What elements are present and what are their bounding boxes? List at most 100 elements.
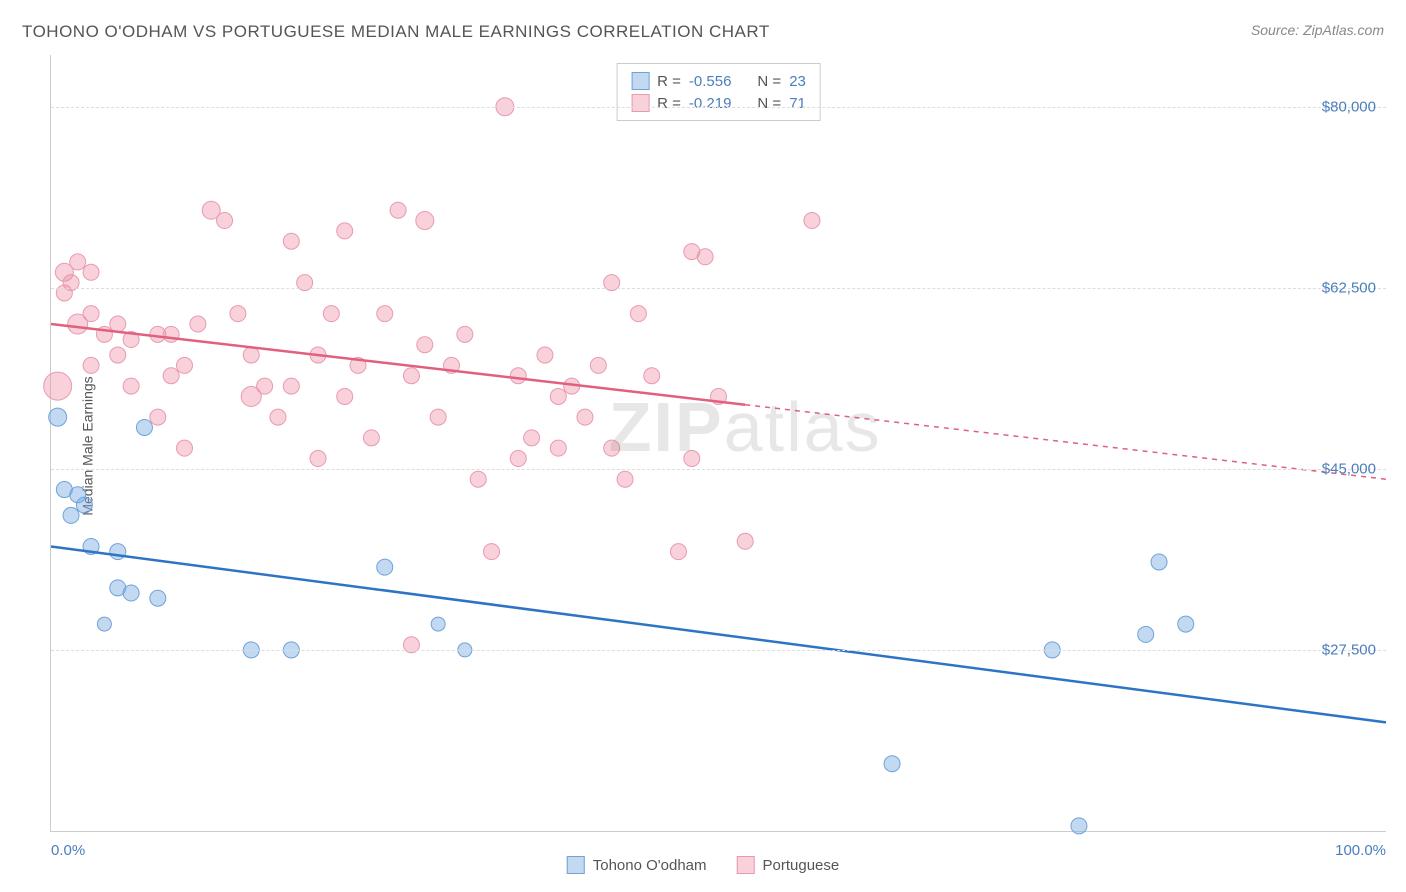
r-label-2: R = — [657, 95, 681, 112]
plot-svg — [51, 55, 1386, 831]
data-point — [1071, 818, 1087, 834]
data-point — [590, 357, 606, 373]
swatch-series2 — [631, 94, 649, 112]
legend-swatch-series1 — [567, 856, 585, 874]
chart-title: TOHONO O'ODHAM VS PORTUGUESE MEDIAN MALE… — [22, 22, 770, 42]
data-point — [470, 471, 486, 487]
data-point — [431, 617, 445, 631]
data-point — [550, 388, 566, 404]
data-point — [323, 306, 339, 322]
data-point — [110, 347, 126, 363]
data-point — [83, 306, 99, 322]
n-value-2: 71 — [789, 95, 806, 112]
gridline — [51, 469, 1386, 470]
data-point — [190, 316, 206, 332]
data-point — [697, 249, 713, 265]
data-point — [417, 337, 433, 353]
chart-container: TOHONO O'ODHAM VS PORTUGUESE MEDIAN MALE… — [0, 0, 1406, 892]
x-tick-label-min: 0.0% — [51, 842, 85, 859]
data-point — [550, 440, 566, 456]
data-point — [630, 306, 646, 322]
data-point — [123, 585, 139, 601]
data-point — [524, 430, 540, 446]
x-tick-label-max: 100.0% — [1335, 842, 1386, 859]
data-point — [123, 378, 139, 394]
data-point — [283, 233, 299, 249]
data-point — [70, 254, 86, 270]
source-label: Source: ZipAtlas.com — [1251, 22, 1384, 38]
data-point — [577, 409, 593, 425]
data-point — [737, 533, 753, 549]
data-point — [1151, 554, 1167, 570]
data-point — [337, 388, 353, 404]
data-point — [76, 497, 92, 513]
stats-row-series1: R = -0.556 N = 23 — [631, 70, 806, 92]
y-tick-label: $45,000 — [1322, 460, 1376, 477]
data-point — [44, 372, 72, 400]
data-point — [430, 409, 446, 425]
data-point — [150, 590, 166, 606]
bottom-legend: Tohono O'odham Portuguese — [567, 856, 840, 874]
data-point — [416, 212, 434, 230]
data-point — [363, 430, 379, 446]
data-point — [390, 202, 406, 218]
data-point — [617, 471, 633, 487]
n-label-2: N = — [757, 95, 781, 112]
data-point — [377, 559, 393, 575]
legend-item-series1: Tohono O'odham — [567, 856, 707, 874]
data-point — [804, 213, 820, 229]
data-point — [177, 440, 193, 456]
data-point — [136, 419, 152, 435]
gridline — [51, 288, 1386, 289]
data-point — [337, 223, 353, 239]
legend-swatch-series2 — [737, 856, 755, 874]
data-point — [270, 409, 286, 425]
data-point — [403, 368, 419, 384]
data-point — [217, 213, 233, 229]
data-point — [63, 507, 79, 523]
data-point — [49, 408, 67, 426]
data-point — [510, 451, 526, 467]
n-value-1: 23 — [789, 73, 806, 90]
data-point — [457, 326, 473, 342]
data-point — [83, 264, 99, 280]
data-point — [644, 368, 660, 384]
r-value-1: -0.556 — [689, 73, 732, 90]
legend-label-series2: Portuguese — [763, 857, 840, 874]
r-value-2: -0.219 — [689, 95, 732, 112]
data-point — [177, 357, 193, 373]
data-point — [670, 544, 686, 560]
gridline — [51, 650, 1386, 651]
n-label-1: N = — [757, 73, 781, 90]
data-point — [243, 347, 259, 363]
data-point — [230, 306, 246, 322]
data-point — [283, 378, 299, 394]
data-point — [1178, 616, 1194, 632]
data-point — [150, 409, 166, 425]
data-point — [97, 617, 111, 631]
data-point — [310, 451, 326, 467]
trend-line — [51, 324, 745, 405]
data-point — [1138, 626, 1154, 642]
gridline — [51, 107, 1386, 108]
legend-item-series2: Portuguese — [737, 856, 840, 874]
data-point — [257, 378, 273, 394]
data-point — [163, 326, 179, 342]
trend-line — [51, 546, 1386, 722]
data-point — [484, 544, 500, 560]
data-point — [537, 347, 553, 363]
data-point — [884, 756, 900, 772]
data-point — [83, 357, 99, 373]
plot-area: R = -0.556 N = 23 R = -0.219 N = 71 ZIPa… — [50, 55, 1386, 832]
data-point — [110, 316, 126, 332]
r-label-1: R = — [657, 73, 681, 90]
data-point — [377, 306, 393, 322]
swatch-series1 — [631, 72, 649, 90]
data-point — [604, 440, 620, 456]
data-point — [510, 368, 526, 384]
y-tick-label: $62,500 — [1322, 279, 1376, 296]
y-tick-label: $27,500 — [1322, 641, 1376, 658]
y-tick-label: $80,000 — [1322, 98, 1376, 115]
data-point — [163, 368, 179, 384]
data-point — [684, 451, 700, 467]
